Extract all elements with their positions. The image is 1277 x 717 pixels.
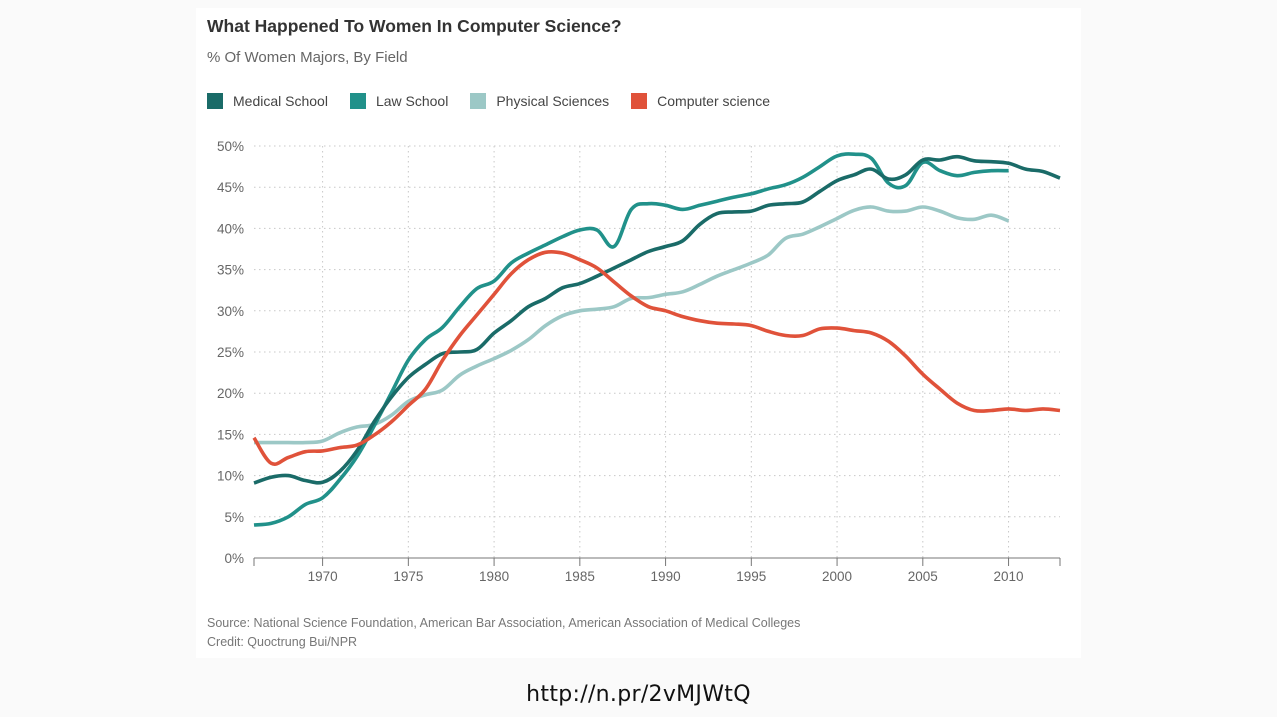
grid-lines [254, 145, 1060, 558]
x-tick-label-2000: 2000 [822, 569, 852, 584]
axes: 0% 5% 10% 15% 20% 25% 30% 35% 40% 45% 50% 1970 1975 1… [217, 139, 1061, 584]
series-line-computer-science [252, 249, 1061, 466]
legend-label-computer-science: Computer science [657, 93, 770, 109]
series-line-medical-school [253, 154, 1061, 485]
series-lines [252, 152, 1061, 527]
y-tick-label-15: 15% [217, 427, 244, 442]
y-tick-label-50: 50% [217, 139, 244, 154]
legend-swatch-law-school [349, 93, 366, 109]
legend: Medical School Law School Physical Scien… [207, 93, 792, 109]
chart-title: What Happened To Women In Computer Scien… [207, 16, 622, 36]
x-tick-label-2005: 2005 [908, 569, 938, 584]
legend-item-law-school: Law School [349, 93, 449, 109]
series-line-law-school [253, 152, 1009, 527]
y-tick-label-20: 20% [217, 386, 244, 401]
legend-label-medical-school: Medical School [233, 93, 328, 109]
x-tick-label-1990: 1990 [651, 569, 681, 584]
credit-text: Credit: Quoctrung Bui/NPR [207, 635, 358, 649]
legend-item-medical-school: Medical School [207, 93, 328, 109]
x-tick-label-1980: 1980 [479, 569, 509, 584]
y-tick-label-10: 10% [217, 469, 244, 484]
legend-swatch-medical-school [207, 93, 223, 109]
legend-item-physical-sciences: Physical Sciences [470, 93, 609, 109]
legend-swatch-physical-sciences [470, 93, 487, 109]
source-note: Source: National Science Foundation, Ame… [207, 614, 800, 652]
y-tick-label-40: 40% [217, 221, 244, 236]
y-tick-label-30: 30% [217, 304, 244, 319]
legend-label-law-school: Law School [375, 93, 449, 109]
series-line-physical-sciences [253, 205, 1010, 445]
x-tick-label-2010: 2010 [994, 569, 1024, 584]
legend-label-physical-sciences: Physical Sciences [496, 93, 610, 109]
legend-swatch-computer-science [631, 93, 648, 109]
x-tick-label-1985: 1985 [565, 569, 595, 584]
x-tick-label-1970: 1970 [308, 569, 338, 584]
x-tick-label-1995: 1995 [736, 569, 766, 584]
y-tick-label-0: 0% [224, 551, 244, 566]
y-tick-label-35: 35% [217, 263, 244, 278]
y-tick-label-25: 25% [217, 345, 244, 360]
y-tick-label-5: 5% [224, 510, 244, 525]
chart-subtitle: % Of Women Majors, By Field [207, 49, 408, 66]
url-caption[interactable]: http://n.pr/2vMJWtQ [526, 682, 751, 707]
legend-item-computer-science: Computer science [631, 93, 770, 109]
source-text: Source: National Science Foundation, Ame… [207, 616, 801, 630]
y-tick-label-45: 45% [217, 180, 244, 195]
x-tick-label-1975: 1975 [393, 569, 423, 584]
chart-card: What Happened To Women In Computer Scien… [196, 8, 1081, 658]
